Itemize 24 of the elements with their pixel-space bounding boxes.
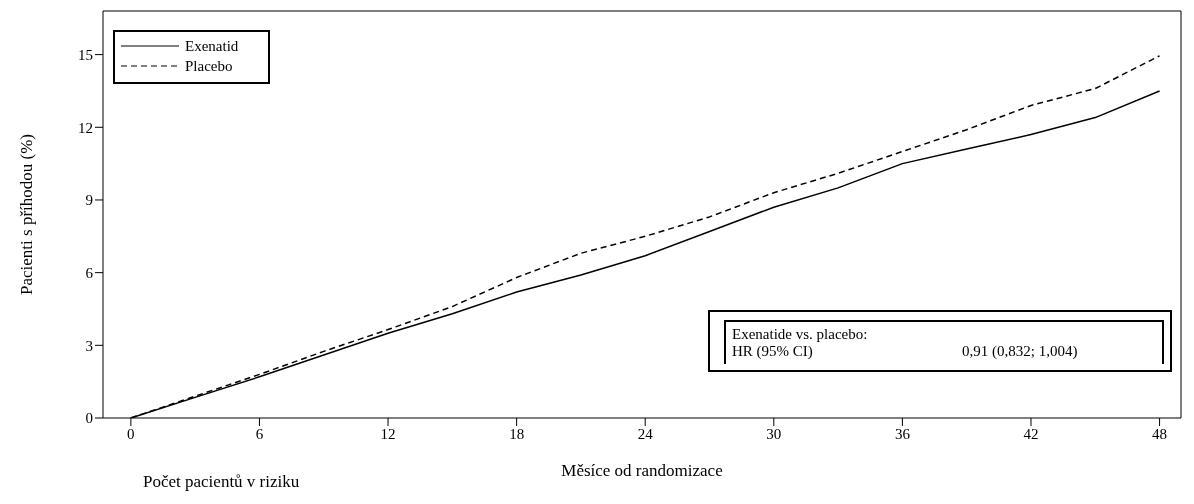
y-tick-label: 3 [85, 337, 93, 354]
y-tick-label: 0 [85, 410, 93, 427]
annotation: Exenatide vs. placebo: [732, 326, 869, 343]
annotation: 0,91 (0,832; 1,004) [962, 343, 1078, 360]
y-axis-title: Pacienti s příhodou (%) [17, 134, 37, 295]
x-tick-label: 30 [766, 425, 782, 442]
annotation: HR (95% CI) [732, 343, 814, 360]
legend-label: Placebo [185, 57, 233, 76]
y-tick-label: 12 [78, 119, 93, 136]
y-tick-label: 9 [85, 192, 93, 209]
note-frame: Exenatide vs. placebo: HR (95% CI) 0,91 (0,832; 1,004) [724, 320, 1164, 364]
x-tick-label: 12 [380, 425, 396, 442]
x-tick-label: 42 [1023, 425, 1039, 442]
x-tick-label: 6 [255, 425, 264, 442]
x-tick-label: 36 [894, 425, 911, 442]
text: Počet pacientů v riziku [143, 472, 300, 492]
x-tick-label: 24 [637, 425, 654, 442]
x-tick-label: 18 [509, 425, 525, 442]
y-tick-label: 15 [78, 46, 93, 63]
x-tick-label: 0 [127, 425, 135, 442]
y-tick-label: 6 [85, 264, 94, 281]
legend-label: Exenatid [185, 37, 239, 56]
x-axis-title: Měsíce od randomizace [561, 461, 723, 480]
x-tick-label: 48 [1152, 425, 1168, 442]
